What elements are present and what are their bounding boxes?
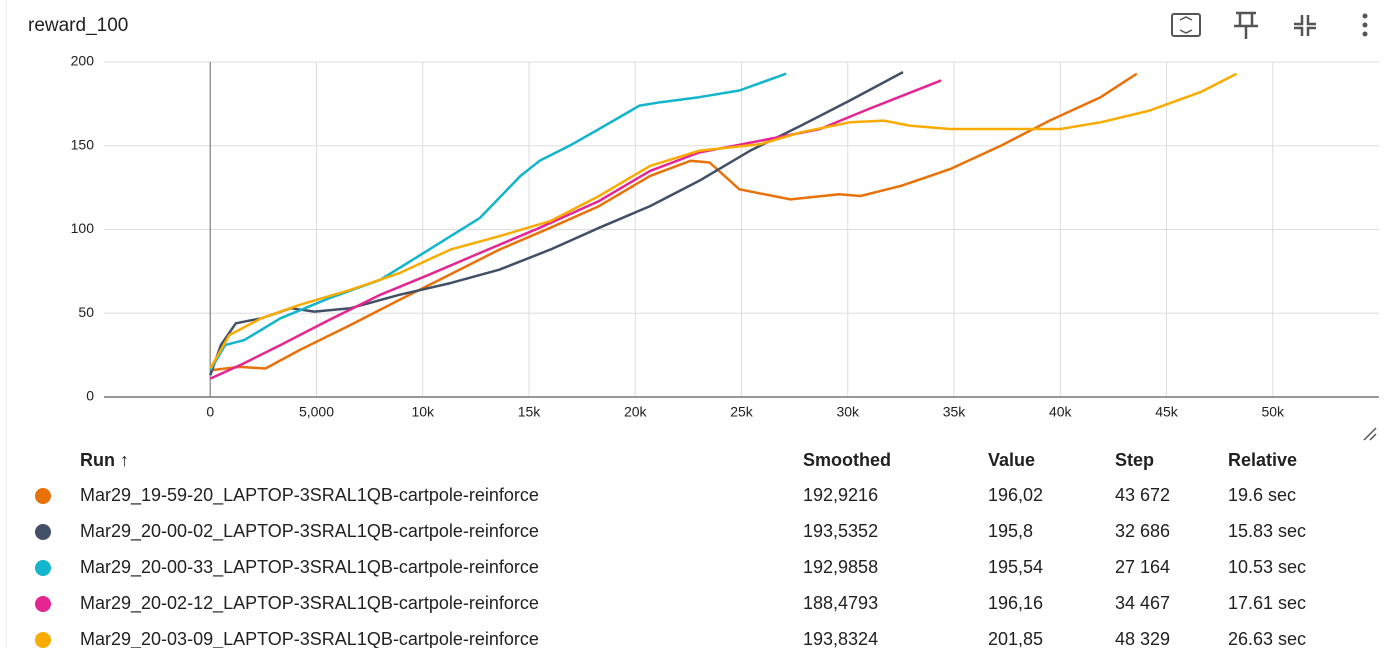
pin-button[interactable] [1234, 11, 1258, 39]
run-name: Mar29_20-02-12_LAPTOP-3SRAL1QB-cartpole-… [80, 593, 539, 614]
table-cell: 48 329 [1115, 629, 1170, 648]
table-cell: 193,5352 [803, 521, 878, 541]
x-tick-label: 0 [206, 404, 214, 420]
x-tick-label: 15k [518, 404, 542, 420]
table-cell: 34 467 [1115, 593, 1170, 613]
run-color-dot [35, 596, 51, 612]
table-cell: 43 672 [1115, 485, 1170, 505]
table-cell: 192,9858 [803, 557, 878, 577]
column-header: Relative [1228, 450, 1297, 470]
table-cell: 26.63 sec [1228, 629, 1306, 648]
x-tick-label: 10k [411, 404, 435, 420]
table-cell: 15.83 sec [1228, 521, 1306, 541]
card-title: reward_100 [28, 15, 128, 36]
column-header: Smoothed [803, 450, 891, 470]
table-cell: 17.61 sec [1228, 593, 1306, 613]
more-button[interactable] [1362, 13, 1368, 37]
run-color-dot [35, 560, 51, 576]
table-cell: 32 686 [1115, 521, 1170, 541]
table-cell: 195,54 [988, 557, 1043, 577]
table-cell: 27 164 [1115, 557, 1170, 577]
x-tick-label: 5,000 [299, 404, 334, 420]
table-cell: 193,8324 [803, 629, 878, 648]
table-cell: 196,02 [988, 485, 1043, 505]
series-line [209, 72, 787, 371]
run-name: Mar29_19-59-20_LAPTOP-3SRAL1QB-cartpole-… [80, 485, 539, 506]
table-cell: 188,4793 [803, 593, 878, 613]
table-cell: 196,16 [988, 593, 1043, 613]
collapse-button[interactable] [1294, 15, 1316, 36]
y-tick-label: 200 [71, 53, 95, 69]
run-name: Mar29_20-00-02_LAPTOP-3SRAL1QB-cartpole-… [80, 521, 539, 542]
series-line [210, 72, 1138, 372]
table-cell: 192,9216 [803, 485, 878, 505]
resize-handle [1363, 427, 1377, 441]
x-tick-label: 50k [1261, 404, 1285, 420]
run-color-dot [35, 524, 51, 540]
y-tick-label: 50 [78, 304, 94, 320]
y-tick-label: 100 [71, 220, 95, 236]
run-color-dot [35, 632, 51, 648]
run-color-dot [35, 488, 51, 504]
run-name: Mar29_20-00-33_LAPTOP-3SRAL1QB-cartpole-… [80, 557, 539, 578]
table-cell: 195,8 [988, 521, 1033, 541]
fit-domain-button[interactable] [1171, 13, 1201, 37]
x-tick-label: 35k [943, 404, 967, 420]
column-header: Run ↑ [80, 450, 129, 470]
x-tick-label: 25k [730, 404, 754, 420]
column-header: Step [1115, 450, 1154, 470]
run-name: Mar29_20-03-09_LAPTOP-3SRAL1QB-cartpole-… [80, 629, 539, 648]
table-cell: 10.53 sec [1228, 557, 1306, 577]
x-tick-label: 45k [1155, 404, 1179, 420]
plot: 0 50 100 150 200 0 5,000 10k 15k 20k 25k 30k 35k 40k 4… [71, 53, 1379, 420]
series-line [209, 72, 1238, 370]
x-tick-label: 30k [836, 404, 860, 420]
y-tick-label: 0 [86, 388, 94, 404]
x-tick-label: 40k [1049, 404, 1073, 420]
table-cell: 19.6 sec [1228, 485, 1296, 505]
y-tick-label: 150 [71, 136, 95, 152]
x-tick-label: 20k [624, 404, 648, 420]
table-cell: 201,85 [988, 629, 1043, 648]
column-header: Value [988, 450, 1035, 470]
run-table: Run ↑ Smoothed Value Step Relative Mar29_19-5… [35, 450, 1306, 648]
